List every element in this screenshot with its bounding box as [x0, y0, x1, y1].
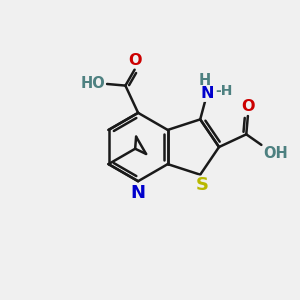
Text: H: H	[199, 73, 211, 88]
Text: OH: OH	[263, 146, 288, 161]
Text: HO: HO	[80, 76, 105, 91]
Text: O: O	[241, 99, 255, 114]
Text: N: N	[200, 86, 214, 101]
Text: S: S	[196, 176, 208, 194]
Text: -H: -H	[215, 84, 233, 98]
Text: N: N	[130, 184, 146, 202]
Text: O: O	[128, 53, 142, 68]
